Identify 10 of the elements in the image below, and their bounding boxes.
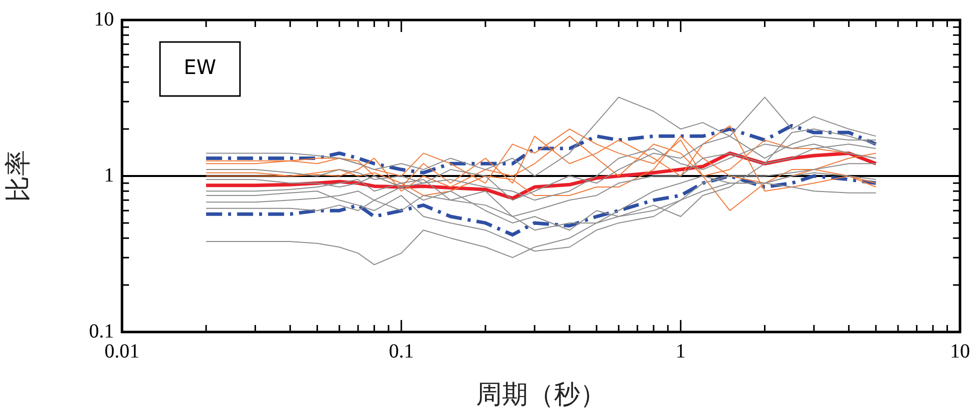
y-tick-label: 1	[104, 164, 114, 186]
x-axis-title: 周期（秒）	[476, 380, 606, 410]
x-tick-label: 1	[676, 340, 686, 362]
y-tick-label: 10	[94, 8, 114, 30]
annotation: EW	[184, 55, 216, 80]
x-tick-label: 0.1	[388, 340, 414, 362]
x-tick-label: 0.01	[104, 340, 140, 362]
x-tick-label: 10	[950, 340, 970, 362]
y-tick-label: 0.1	[89, 320, 114, 342]
y-axis-title: 比率	[3, 150, 34, 202]
